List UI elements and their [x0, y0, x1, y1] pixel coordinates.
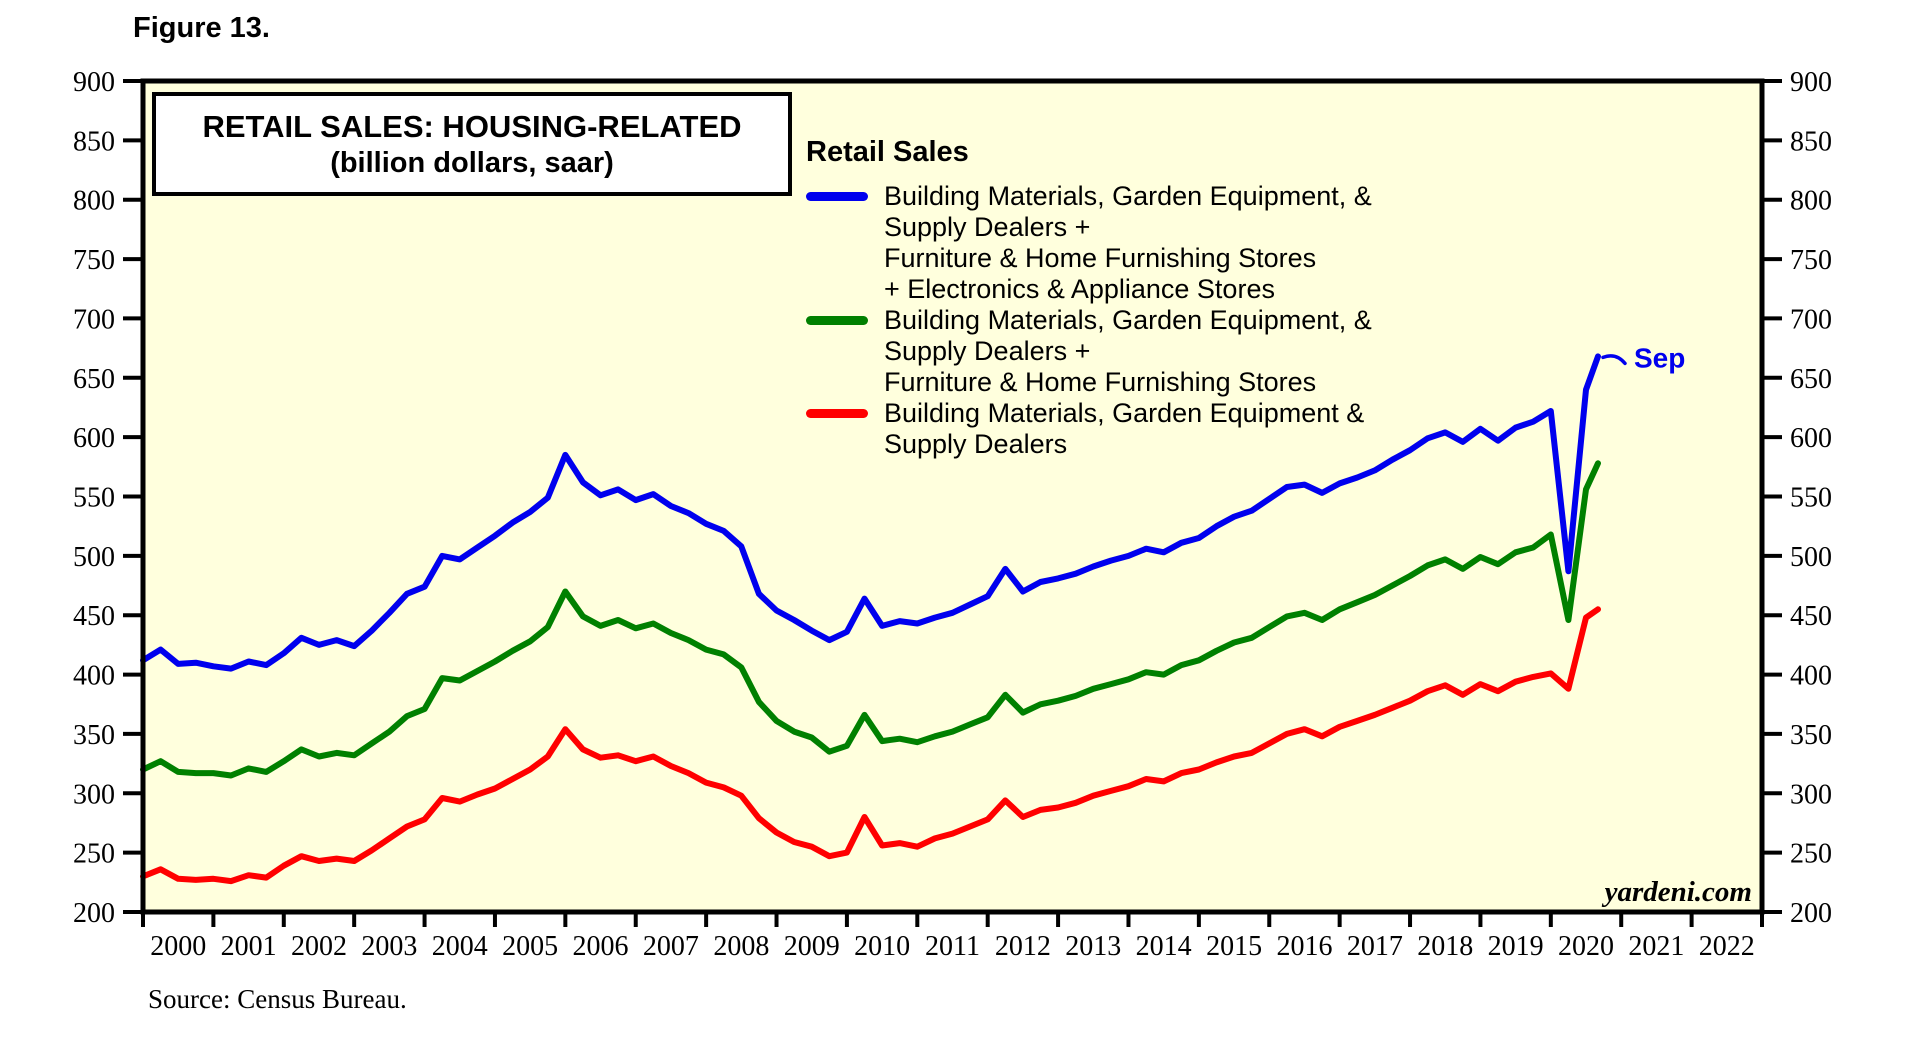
svg-text:200: 200	[73, 898, 115, 929]
svg-text:2008: 2008	[713, 931, 769, 962]
svg-text:2015: 2015	[1206, 931, 1262, 962]
svg-text:350: 350	[73, 720, 115, 751]
svg-text:900: 900	[73, 67, 115, 98]
sep-annotation: Sep	[1634, 342, 1685, 373]
svg-text:2016: 2016	[1276, 931, 1332, 962]
svg-text:300: 300	[73, 779, 115, 810]
svg-text:2013: 2013	[1065, 931, 1121, 962]
svg-text:2014: 2014	[1136, 931, 1192, 962]
svg-text:2007: 2007	[643, 931, 699, 962]
svg-text:700: 700	[1790, 304, 1832, 335]
svg-text:2021: 2021	[1628, 931, 1684, 962]
svg-text:350: 350	[1790, 720, 1832, 751]
svg-text:2001: 2001	[221, 931, 277, 962]
svg-text:400: 400	[73, 661, 115, 692]
legend-item-label: Building Materials, Garden Equipment, & …	[884, 305, 1372, 397]
legend-item-total-housing-related: Building Materials, Garden Equipment, & …	[806, 181, 1372, 305]
svg-text:750: 750	[1790, 245, 1832, 276]
svg-text:2018: 2018	[1417, 931, 1473, 962]
svg-text:2006: 2006	[573, 931, 629, 962]
chart-title: RETAIL SALES: HOUSING-RELATED	[202, 109, 742, 144]
svg-text:800: 800	[73, 186, 115, 217]
svg-text:2003: 2003	[361, 931, 417, 962]
svg-text:2009: 2009	[784, 931, 840, 962]
legend-item-building-materials: Building Materials, Garden Equipment & S…	[806, 398, 1372, 460]
figure-label: Figure 13.	[133, 12, 270, 44]
legend: Retail Sales Building Materials, Garden …	[806, 136, 1372, 460]
legend-header: Retail Sales	[806, 136, 969, 168]
svg-text:2010: 2010	[854, 931, 910, 962]
svg-text:500: 500	[73, 542, 115, 573]
svg-text:2017: 2017	[1347, 931, 1403, 962]
svg-text:2019: 2019	[1488, 931, 1544, 962]
svg-text:250: 250	[1790, 839, 1832, 870]
svg-text:800: 800	[1790, 186, 1832, 217]
svg-text:2000: 2000	[150, 931, 206, 962]
red-line-swatch	[806, 409, 868, 418]
svg-text:250: 250	[73, 839, 115, 870]
watermark: yardeni.com	[1604, 876, 1752, 908]
svg-text:2005: 2005	[502, 931, 558, 962]
svg-text:550: 550	[73, 483, 115, 514]
svg-text:450: 450	[73, 601, 115, 632]
svg-text:700: 700	[73, 304, 115, 335]
chart-subtitle: (billion dollars, saar)	[330, 147, 614, 179]
legend-item-label: Building Materials, Garden Equipment & S…	[884, 398, 1365, 459]
source-note: Source: Census Bureau.	[148, 984, 407, 1014]
svg-text:2022: 2022	[1699, 931, 1755, 962]
svg-text:200: 200	[1790, 898, 1832, 929]
svg-text:400: 400	[1790, 661, 1832, 692]
svg-text:550: 550	[1790, 483, 1832, 514]
svg-text:450: 450	[1790, 601, 1832, 632]
svg-text:2002: 2002	[291, 931, 347, 962]
svg-text:850: 850	[1790, 126, 1832, 157]
svg-text:650: 650	[1790, 364, 1832, 395]
svg-text:2004: 2004	[432, 931, 488, 962]
svg-text:650: 650	[73, 364, 115, 395]
blue-line-swatch	[806, 192, 868, 201]
svg-text:600: 600	[73, 423, 115, 454]
svg-text:2011: 2011	[925, 931, 980, 962]
chart-title-box: RETAIL SALES: HOUSING-RELATED (billion d…	[152, 92, 792, 196]
svg-text:600: 600	[1790, 423, 1832, 454]
svg-text:2020: 2020	[1558, 931, 1614, 962]
svg-text:900: 900	[1790, 67, 1832, 98]
svg-text:850: 850	[73, 126, 115, 157]
legend-item-building-plus-furniture: Building Materials, Garden Equipment, & …	[806, 305, 1372, 398]
svg-text:300: 300	[1790, 779, 1832, 810]
svg-text:2012: 2012	[995, 931, 1051, 962]
green-line-swatch	[806, 316, 868, 325]
legend-item-label: Building Materials, Garden Equipment, & …	[884, 181, 1372, 304]
svg-text:750: 750	[73, 245, 115, 276]
svg-text:500: 500	[1790, 542, 1832, 573]
